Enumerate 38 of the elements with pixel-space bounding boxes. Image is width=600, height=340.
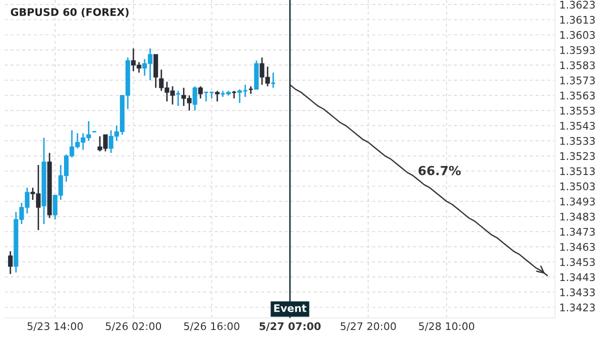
- y-tick-label: 1.3593: [560, 46, 595, 54]
- y-tick-label: 1.3543: [560, 122, 595, 130]
- candlestick: [270, 72, 276, 88]
- candlestick: [175, 90, 181, 107]
- x-tick-label: 5/27 07:00: [260, 322, 321, 331]
- y-tick-label: 1.3463: [560, 242, 595, 251]
- candlestick: [192, 86, 198, 112]
- y-tick-label: 1.3623: [560, 0, 595, 9]
- y-tick-label: 1.3423: [560, 304, 595, 312]
- text: GBPUSD 60 (FOREX): [10, 8, 129, 18]
- y-tick-label: 1.3513: [560, 167, 595, 176]
- y-tick-label: 1.3483: [560, 212, 595, 221]
- candlestick: [8, 250, 13, 275]
- x-tick-label: 5/26 16:00: [184, 322, 240, 331]
- y-tick-label: 1.3473: [560, 228, 595, 236]
- candlestick: [198, 86, 203, 100]
- y-tick-label: 1.3493: [560, 198, 595, 206]
- x-tick-label: 5/27 20:00: [340, 322, 396, 331]
- y-tick-label: 1.3563: [560, 92, 595, 100]
- x-tick-label: 5/28 10:00: [418, 322, 474, 331]
- y-tick-label: 1.3553: [560, 106, 595, 115]
- y-tick-label: 1.3533: [560, 137, 595, 145]
- x-tick-label: 5/26 02:00: [106, 322, 162, 331]
- candlestick: [153, 54, 158, 88]
- y-tick-label: 1.3443: [560, 273, 595, 282]
- x-tick-label: 5/23 14:00: [28, 322, 83, 331]
- line-series: [289, 84, 548, 276]
- y-tick-label: 1.3603: [560, 31, 595, 39]
- y-tick-label: 1.3523: [560, 152, 595, 160]
- y-tick-label: 1.3613: [560, 16, 595, 24]
- annotation: 66.7%: [418, 166, 461, 176]
- y-tick-label: 1.3453: [560, 258, 595, 266]
- y-tick-label: 1.3583: [560, 61, 595, 70]
- candlestick: [214, 90, 220, 102]
- ref-line-label: Event: [274, 304, 306, 312]
- y-tick-label: 1.3573: [560, 76, 595, 84]
- y-tick-label: 1.3503: [560, 182, 595, 190]
- y-tick-label: 1.3433: [560, 288, 595, 296]
